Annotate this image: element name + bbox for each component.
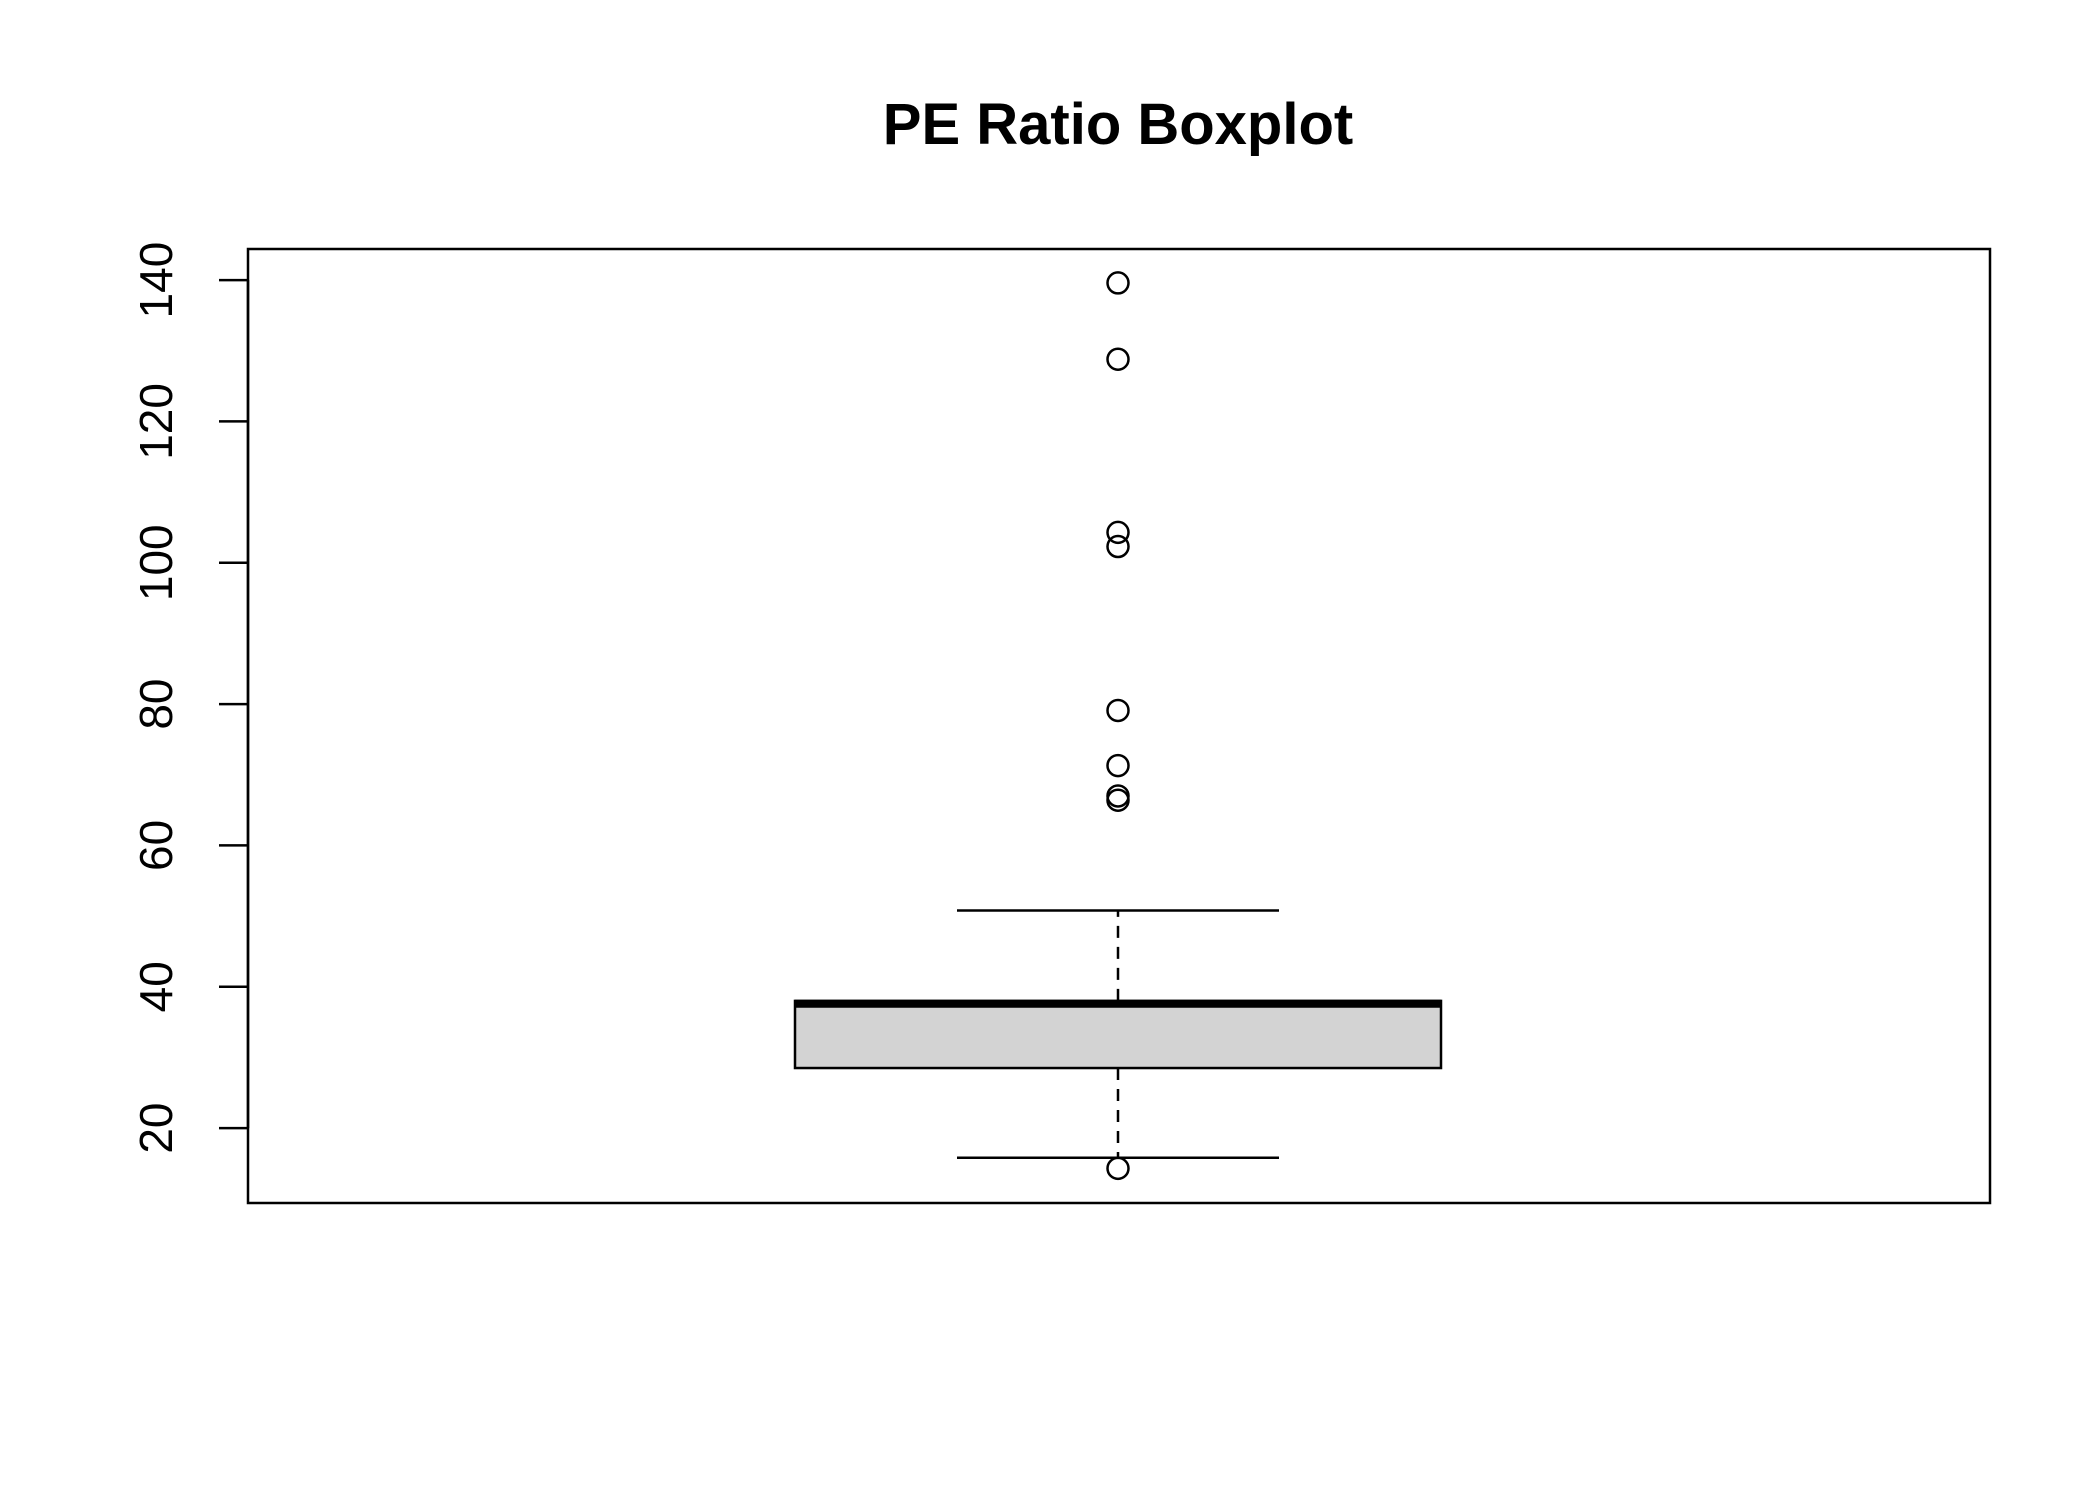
outlier-point [1106,753,1130,778]
y-tick-label: 60 [130,820,182,871]
outlier-point [1106,271,1130,295]
y-tick-label: 120 [130,383,182,460]
boxplot-box-group [793,909,1443,1160]
outlier-point [1106,1156,1130,1181]
outlier-point [1106,347,1130,371]
outlier-point [1106,788,1130,812]
y-tick-label: 20 [130,1103,182,1154]
outlier-points [1106,271,1130,1181]
y-axis: 20 40 60 80 100 120 140 [130,242,250,1154]
chart-title: PE Ratio Boxplot [883,92,1353,157]
y-tick-label: 100 [130,524,182,601]
outlier-point [1106,520,1130,545]
y-tick-label: 140 [130,242,182,319]
outlier-point [1106,534,1130,559]
outlier-point [1106,698,1130,723]
y-tick-label: 80 [130,679,182,730]
iqr-box [793,999,1443,1070]
y-tick-label: 40 [130,961,182,1012]
